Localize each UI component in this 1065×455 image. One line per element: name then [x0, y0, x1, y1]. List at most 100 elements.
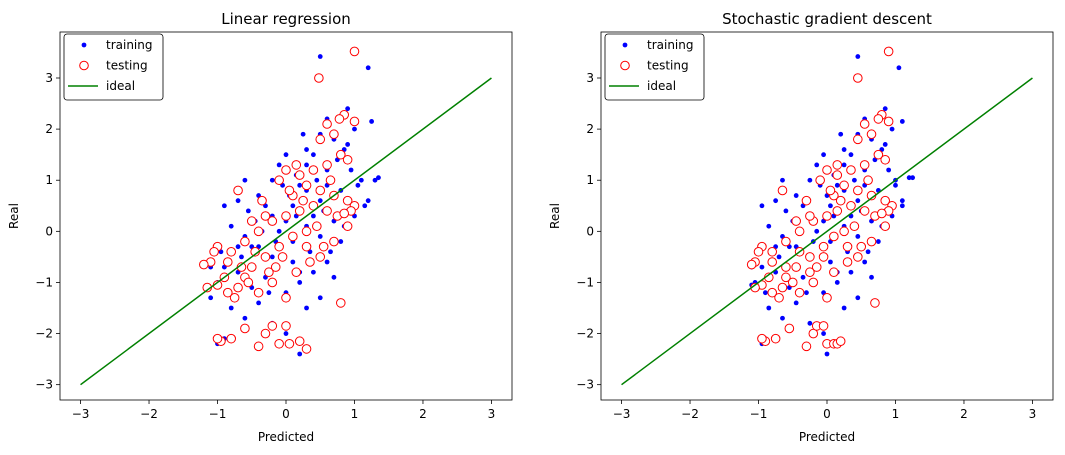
chart-title: Stochastic gradient descent [722, 10, 932, 28]
testing-point [308, 165, 319, 175]
testing-point [801, 195, 812, 206]
testing-point [794, 287, 805, 298]
training-point [352, 126, 357, 132]
training-point [283, 152, 289, 158]
testing-point [301, 226, 312, 237]
training-point [766, 305, 772, 311]
y-tick-label: 0 [586, 224, 594, 238]
training-point [290, 259, 296, 265]
testing-point [325, 175, 336, 186]
x-tick-label: −1 [750, 407, 768, 421]
testing-point [246, 216, 257, 226]
testing-point [209, 246, 219, 257]
training-point [838, 131, 844, 137]
testing-point [229, 292, 240, 303]
training-point [821, 152, 826, 158]
testing-point [774, 292, 784, 303]
training-point [242, 315, 248, 321]
testing-point [801, 341, 812, 352]
testing-point [260, 211, 271, 221]
testing-point [767, 246, 778, 257]
testing-point [853, 185, 863, 196]
training-point [269, 177, 275, 183]
training-point [239, 254, 244, 260]
testing-point [281, 321, 291, 331]
training-point [310, 213, 316, 219]
testing-point [339, 208, 350, 219]
testing-point [853, 134, 863, 145]
y-tick-label: 2 [586, 122, 594, 136]
testing-point [329, 236, 339, 247]
training-point [793, 300, 799, 306]
training-point [276, 228, 282, 234]
y-tick-label: −2 [576, 327, 594, 341]
training-point [828, 203, 833, 209]
training-point [310, 152, 316, 158]
testing-point [835, 195, 846, 206]
testing-point [318, 241, 329, 252]
testing-point [770, 333, 781, 344]
testing-point [870, 298, 880, 308]
testing-point [859, 206, 870, 216]
testing-point [746, 259, 757, 270]
ideal-line [80, 77, 492, 386]
testing-point [267, 216, 278, 226]
testing-point [288, 231, 298, 242]
testing-point [873, 114, 884, 124]
training-point [848, 269, 854, 275]
training-point [848, 152, 854, 158]
testing-point [335, 149, 346, 160]
training-point [899, 203, 905, 209]
y-tick-label: −2 [35, 327, 53, 341]
testing-point [294, 206, 305, 216]
testing-point [212, 333, 223, 344]
testing-point [818, 252, 829, 262]
training-point [358, 177, 364, 183]
testing-point [294, 336, 305, 347]
testing-point [274, 175, 284, 186]
testing-point [880, 221, 891, 232]
plot-area [80, 46, 492, 386]
training-point [841, 147, 847, 152]
training-point [889, 126, 895, 132]
y-tick-label: −3 [35, 378, 53, 392]
testing-point [767, 287, 778, 298]
x-tick-label: 1 [892, 407, 900, 421]
training-point [283, 331, 289, 336]
legend-marker-training [81, 42, 87, 48]
testing-point [267, 321, 278, 331]
testing-point [832, 170, 843, 180]
testing-point [267, 277, 278, 288]
testing-point [781, 272, 791, 283]
testing-point [811, 262, 822, 272]
x-tick-label: 0 [823, 407, 831, 421]
testing-point [260, 328, 271, 339]
testing-point [277, 252, 288, 262]
x-axis-label: Predicted [799, 430, 855, 444]
testing-point [315, 185, 326, 196]
testing-point [777, 282, 788, 293]
testing-point [818, 241, 829, 252]
testing-point [253, 226, 264, 237]
training-point [300, 131, 306, 137]
testing-point [829, 267, 839, 278]
training-point [834, 182, 840, 188]
testing-point [805, 211, 815, 221]
testing-point [233, 185, 243, 196]
testing-point [312, 221, 322, 232]
training-point [899, 119, 905, 124]
testing-point [880, 154, 891, 165]
testing-point [832, 206, 843, 216]
testing-point [808, 328, 819, 339]
training-point [297, 351, 303, 357]
testing-point [329, 129, 339, 140]
testing-point [342, 195, 353, 206]
y-tick-label: 1 [586, 173, 594, 187]
chart-title: Linear regression [221, 10, 351, 28]
testing-point [794, 226, 805, 237]
training-point [841, 162, 847, 168]
training-point [807, 320, 813, 326]
training-point [824, 351, 830, 357]
training-point [242, 177, 248, 183]
training-point [828, 259, 833, 265]
